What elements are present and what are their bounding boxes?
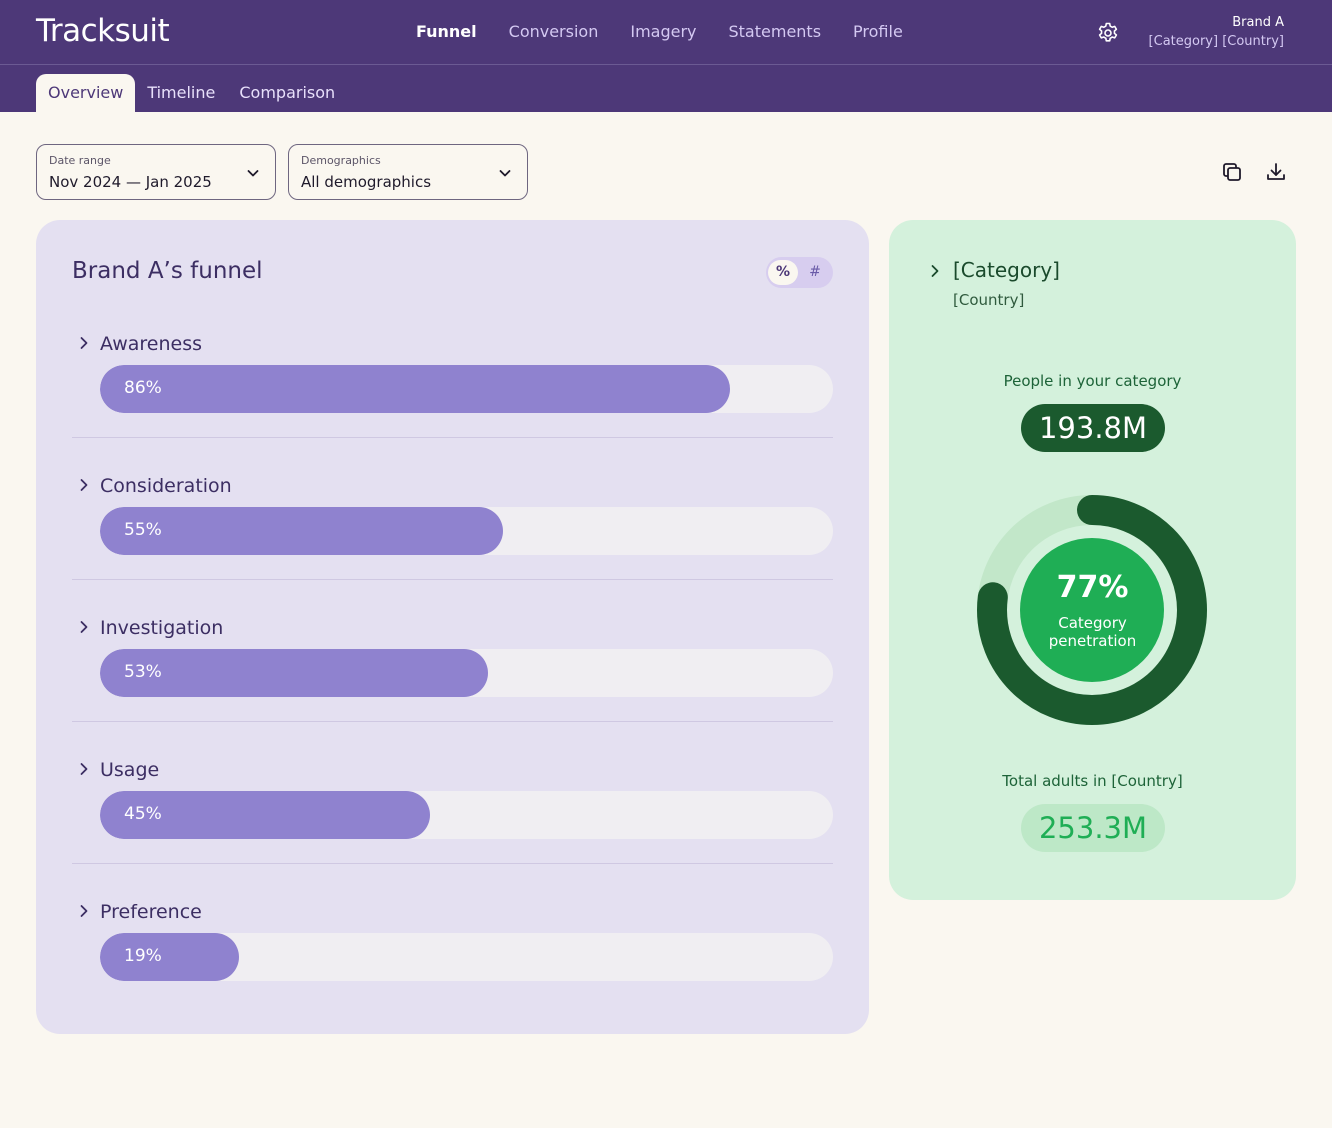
stage-bar-track: 45% xyxy=(100,791,833,839)
funnel-stage: Awareness 86% xyxy=(72,326,833,468)
toggle-percent[interactable]: % xyxy=(768,260,798,285)
category-country: [Country] xyxy=(953,291,1025,309)
funnel-stage: Usage 45% xyxy=(72,752,833,894)
stage-percent: 45% xyxy=(124,804,162,824)
chevron-right-icon xyxy=(80,621,88,633)
nav-profile[interactable]: Profile xyxy=(853,22,903,41)
nav-funnel[interactable]: Funnel xyxy=(416,22,477,41)
percent-number-toggle[interactable]: % # xyxy=(766,257,833,288)
penetration-percent: 77% xyxy=(1056,570,1129,605)
stage-percent: 53% xyxy=(124,662,162,682)
chevron-right-icon xyxy=(80,763,88,775)
account-switcher[interactable]: Brand A [Category] [Country] xyxy=(1149,13,1284,51)
chevron-down-icon xyxy=(499,170,511,177)
chevron-right-icon xyxy=(931,265,939,277)
nav-statements[interactable]: Statements xyxy=(728,22,822,41)
gear-icon[interactable] xyxy=(1096,21,1120,45)
donut-arc xyxy=(977,495,1207,725)
stage-percent: 55% xyxy=(124,520,162,540)
chevron-right-icon xyxy=(80,905,88,917)
nav-conversion[interactable]: Conversion xyxy=(508,22,599,41)
main-nav: Funnel Conversion Imagery Statements Pro… xyxy=(416,22,903,41)
brand-name: Brand A xyxy=(1232,15,1284,30)
total-adults-value: 253.3M xyxy=(1021,804,1165,852)
demographics-select[interactable]: Demographics All demographics xyxy=(288,144,528,200)
sub-nav-bar: Overview Timeline Comparison xyxy=(0,65,1332,112)
tab-timeline[interactable]: Timeline xyxy=(147,83,216,102)
stage-bar-track: 55% xyxy=(100,507,833,555)
stage-bar-fill xyxy=(100,933,240,981)
demographics-label: Demographics xyxy=(301,154,381,167)
download-icon[interactable] xyxy=(1264,160,1288,184)
copy-icon[interactable] xyxy=(1220,160,1244,184)
people-in-category-value: 193.8M xyxy=(1021,404,1165,452)
tab-overview[interactable]: Overview xyxy=(36,74,136,112)
stage-bar-track: 86% xyxy=(100,365,833,413)
stage-name: Consideration xyxy=(100,475,232,497)
date-range-value: Nov 2024 — Jan 2025 xyxy=(49,173,212,191)
stage-name: Usage xyxy=(100,759,160,781)
stage-divider xyxy=(72,721,833,722)
stage-name: Preference xyxy=(100,901,202,923)
stage-divider xyxy=(72,579,833,580)
brand-context: [Category] [Country] xyxy=(1148,34,1284,49)
funnel-stage: Investigation 53% xyxy=(72,610,833,752)
stage-divider xyxy=(72,863,833,864)
stage-name: Awareness xyxy=(100,333,203,355)
stage-bar-track: 53% xyxy=(100,649,833,697)
chevron-right-icon xyxy=(80,479,88,491)
sub-tabs: Overview Timeline Comparison xyxy=(36,74,347,112)
stage-divider xyxy=(72,437,833,438)
funnel-card: Brand A’s funnel % # Awareness 86% Conside… xyxy=(36,220,869,1034)
penetration-text: Category penetration xyxy=(1048,614,1137,650)
top-bar: Tracksuit Funnel Conversion Imagery Stat… xyxy=(0,0,1332,65)
penetration-donut xyxy=(977,495,1207,725)
funnel-stage: Preference 19% xyxy=(72,894,833,1036)
app-logo[interactable]: Tracksuit xyxy=(36,13,170,49)
penetration-label: Category penetration xyxy=(889,614,1296,650)
stage-name: Investigation xyxy=(100,617,224,639)
chevron-right-icon xyxy=(80,337,88,349)
funnel-title: Brand A’s funnel xyxy=(72,258,263,284)
category-title: [Category] xyxy=(953,258,1060,282)
date-range-select[interactable]: Date range Nov 2024 — Jan 2025 xyxy=(36,144,276,200)
demographics-value: All demographics xyxy=(301,173,432,191)
nav-imagery[interactable]: Imagery xyxy=(630,22,697,41)
stage-bar-fill xyxy=(100,507,504,555)
total-adults-label: Total adults in [Country] xyxy=(1002,772,1183,790)
stage-bar-fill xyxy=(100,649,489,697)
donut-center xyxy=(1020,538,1164,682)
funnel-stage: Consideration 55% xyxy=(72,468,833,610)
date-range-label: Date range xyxy=(49,154,111,167)
chevron-down-icon xyxy=(247,170,259,177)
category-card: [Category] [Country] People in your cate… xyxy=(889,220,1296,900)
stage-percent: 86% xyxy=(124,378,162,398)
stage-percent: 19% xyxy=(124,946,162,966)
people-in-category-label: People in your category xyxy=(1003,372,1182,390)
stage-bar-fill xyxy=(100,365,731,413)
toggle-number[interactable]: # xyxy=(809,264,821,280)
stage-bar-track: 19% xyxy=(100,933,833,981)
stage-bar-fill xyxy=(100,791,430,839)
tab-comparison[interactable]: Comparison xyxy=(239,83,336,102)
